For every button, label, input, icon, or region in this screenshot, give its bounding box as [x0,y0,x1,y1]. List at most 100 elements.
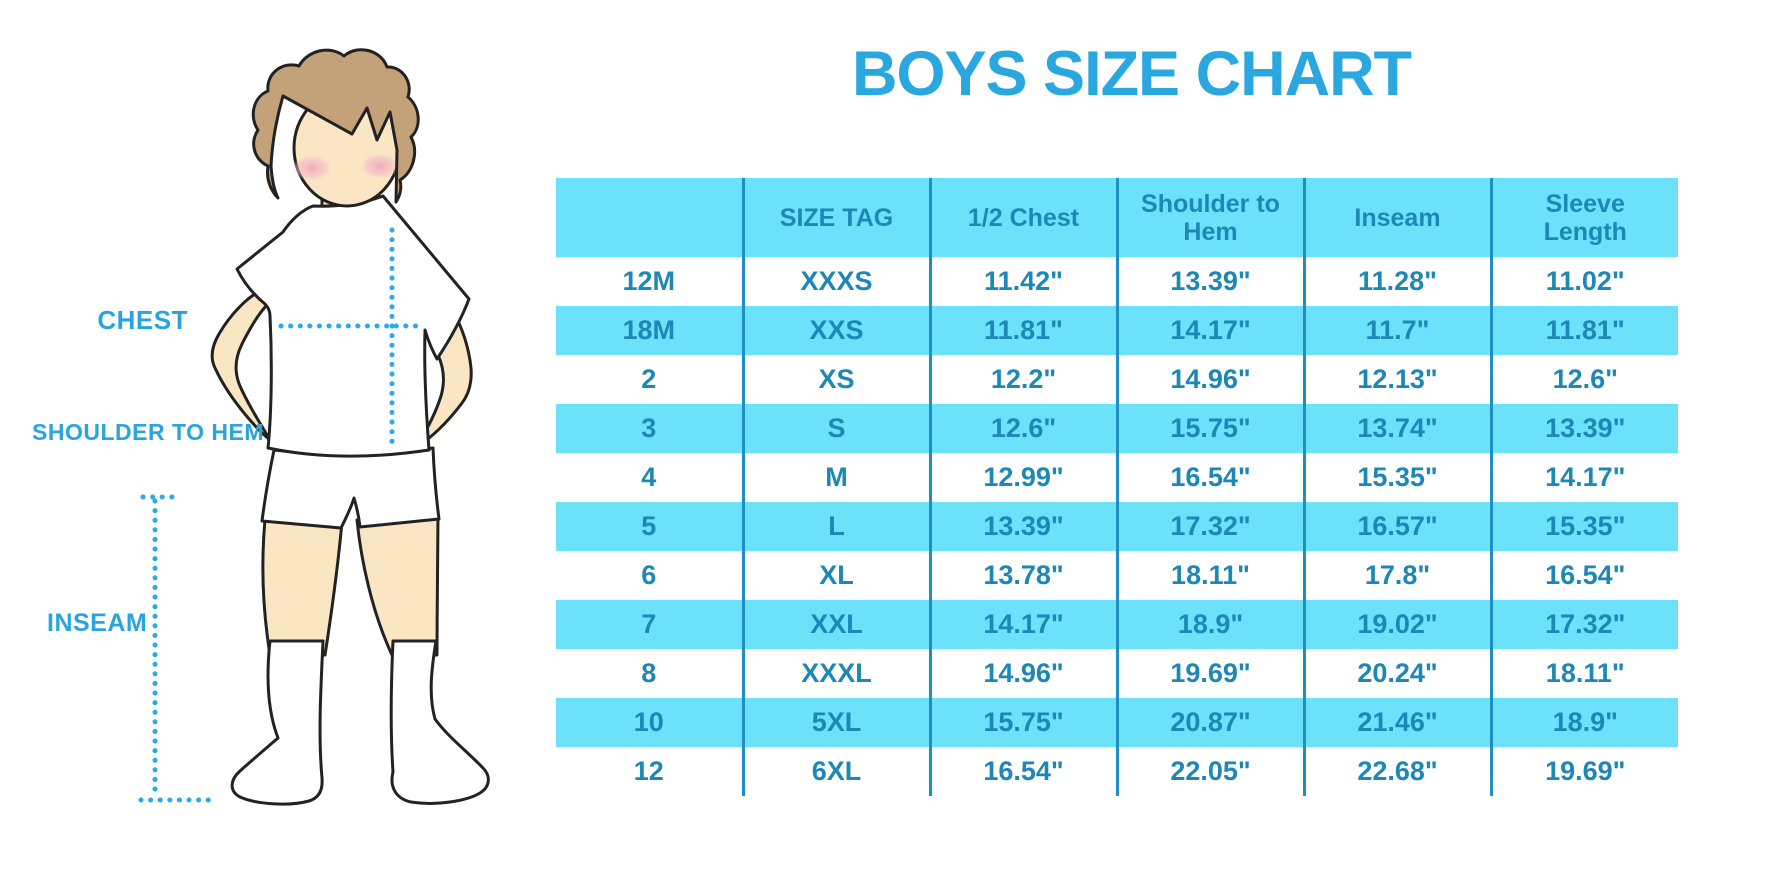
boy-right-leg [355,513,440,657]
table-cell: 14.17" [928,600,1117,649]
size-table-header: SIZE TAG 1/2 Chest Shoulder to Hem Insea… [556,178,1678,257]
table-cell: XXXL [741,649,930,698]
table-row: 10 5XL 15.75" 20.87" 21.46" 18.9" [556,698,1678,747]
table-cell: M [741,453,930,502]
boy-hair [251,48,420,204]
table-row: 8 XXXL 14.96" 19.69" 20.24" 18.11" [556,649,1678,698]
table-cell: XXL [741,600,930,649]
boy-figure-illustration [138,48,490,806]
table-cell: 4 [556,453,743,502]
table-cell: 16.57" [1302,502,1491,551]
header-cell-size-tag: SIZE TAG [741,178,930,257]
table-cell: 18.11" [1489,649,1678,698]
table-cell: 12.6" [928,404,1117,453]
table-cell: 20.24" [1302,649,1491,698]
table-cell: 18.11" [1115,551,1304,600]
header-cell-inseam: Inseam [1302,178,1491,257]
boy-left-sock [230,639,325,806]
table-cell: 12.6" [1489,355,1678,404]
table-cell: 18M [556,306,743,355]
table-cell: 13.39" [928,502,1117,551]
table-cell: 11.81" [928,306,1117,355]
table-cell: 12M [556,257,743,306]
table-cell: 14.17" [1115,306,1304,355]
table-cell: 19.69" [1115,649,1304,698]
table-cell: 22.05" [1115,747,1304,796]
table-cell: 5XL [741,698,930,747]
table-cell: 22.68" [1302,747,1491,796]
size-table-body: 12M XXXS 11.42" 13.39" 11.28" 11.02" 18M XXS 11.… [556,257,1678,796]
table-cell: 11.81" [1489,306,1678,355]
table-cell: 17.32" [1489,600,1678,649]
table-cell: 11.28" [1302,257,1491,306]
table-cell: 11.42" [928,257,1117,306]
table-cell: 16.54" [1115,453,1304,502]
table-cell: 3 [556,404,743,453]
table-cell: 15.75" [1115,404,1304,453]
table-cell: 12.99" [928,453,1117,502]
table-cell: 14.17" [1489,453,1678,502]
boy-shorts [260,446,441,530]
table-cell: 17.8" [1302,551,1491,600]
table-cell: 10 [556,698,743,747]
header-cell-sleeve-length: Sleeve Length [1489,178,1678,257]
table-cell: 5 [556,502,743,551]
table-row: 3 S 12.6" 15.75" 13.74" 13.39" [556,404,1678,453]
table-cell: 21.46" [1302,698,1491,747]
table-cell: 2 [556,355,743,404]
boy-right-blush [360,153,400,179]
table-cell: 19.02" [1302,600,1491,649]
table-cell: 20.87" [1115,698,1304,747]
table-row: 5 L 13.39" 17.32" 16.57" 15.35" [556,502,1678,551]
boy-tshirt [235,194,471,458]
header-row: SIZE TAG 1/2 Chest Shoulder to Hem Insea… [556,178,1678,257]
table-cell: S [741,404,930,453]
boy-left-leg [261,508,344,657]
table-cell: 6XL [741,747,930,796]
table-row: 4 M 12.99" 16.54" 15.35" 14.17" [556,453,1678,502]
table-row: 6 XL 13.78" 18.11" 17.8" 16.54" [556,551,1678,600]
table-cell: 16.54" [928,747,1117,796]
table-cell: 18.9" [1115,600,1304,649]
table-cell: 15.35" [1302,453,1491,502]
table-cell: 14.96" [1115,355,1304,404]
size-table: SIZE TAG 1/2 Chest Shoulder to Hem Insea… [556,178,1678,796]
chest-label: CHEST [97,305,188,335]
table-row: 12 6XL 16.54" 22.05" 22.68" 19.69" [556,747,1678,796]
header-cell-shoulder-to-hem: Shoulder to Hem [1115,178,1304,257]
table-cell: 8 [556,649,743,698]
table-cell: 7 [556,600,743,649]
table-cell: XXS [741,306,930,355]
table-cell: 6 [556,551,743,600]
table-cell: 16.54" [1489,551,1678,600]
shoulder-to-hem-label: SHOULDER TO HEM [32,419,264,445]
table-row: 18M XXS 11.81" 14.17" 11.7" 11.81" [556,306,1678,355]
table-cell: 11.7" [1302,306,1491,355]
table-cell: 15.35" [1489,502,1678,551]
table-row: 7 XXL 14.17" 18.9" 19.02" 17.32" [556,600,1678,649]
table-row: 12M XXXS 11.42" 13.39" 11.28" 11.02" [556,257,1678,306]
table-cell: XXXS [741,257,930,306]
table-cell: 12 [556,747,743,796]
boy-left-arm [210,288,272,442]
table-row: 2 XS 12.2" 14.96" 12.13" 12.6" [556,355,1678,404]
table-cell: 12.2" [928,355,1117,404]
boy-right-sock [389,639,490,805]
table-cell: 18.9" [1489,698,1678,747]
table-cell: 19.69" [1489,747,1678,796]
table-cell: 11.02" [1489,257,1678,306]
inseam-label: INSEAM [47,609,148,637]
header-cell-age [556,178,743,257]
table-cell: 15.75" [928,698,1117,747]
table-cell: 13.39" [1489,404,1678,453]
table-cell: 14.96" [928,649,1117,698]
table-cell: 13.78" [928,551,1117,600]
header-cell-half-chest: 1/2 Chest [928,178,1117,257]
table-cell: 13.39" [1115,257,1304,306]
table-cell: 12.13" [1302,355,1491,404]
table-cell: 13.74" [1302,404,1491,453]
table-cell: XL [741,551,930,600]
table-cell: 17.32" [1115,502,1304,551]
table-cell: XS [741,355,930,404]
